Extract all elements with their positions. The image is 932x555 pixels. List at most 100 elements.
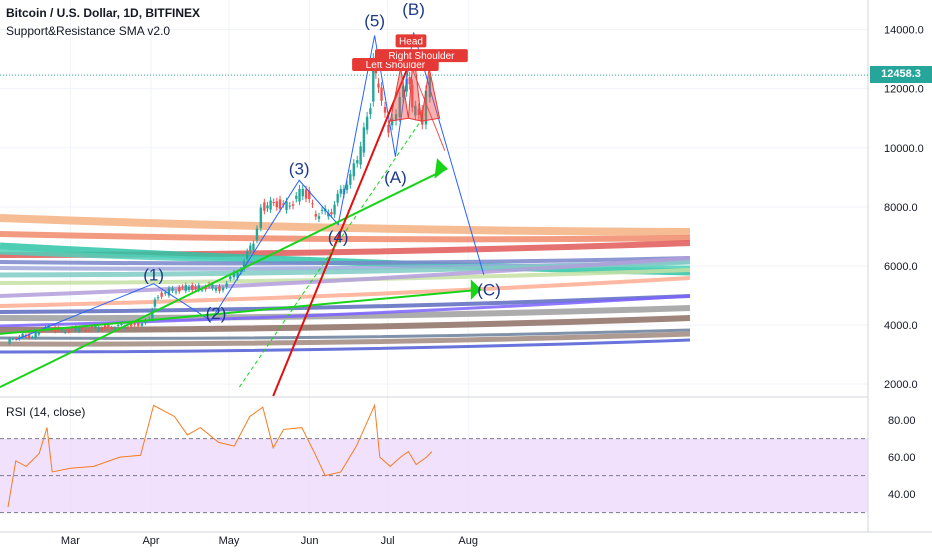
candle-body <box>330 212 333 215</box>
candle-body <box>249 245 252 252</box>
price-tick-label: 2000.0 <box>884 379 918 391</box>
candle-body <box>369 108 372 115</box>
green-arrowhead-lower <box>470 279 482 300</box>
time-tick-label: May <box>219 535 240 547</box>
candle-body <box>359 146 362 165</box>
candle-body <box>174 291 178 293</box>
candle-body <box>282 203 285 205</box>
head-shoulders-triangle <box>389 67 409 122</box>
candle-body <box>356 160 359 164</box>
candle-body <box>298 188 301 202</box>
candle-body <box>81 327 84 329</box>
price-tick-label: 10000.0 <box>884 143 924 155</box>
candle-body <box>156 297 160 299</box>
price-tick-label: 6000.0 <box>884 261 918 273</box>
price-tick-label: 14000.0 <box>884 25 924 37</box>
rsi-tick-label: 80.00 <box>888 415 916 427</box>
candle-body <box>372 58 375 102</box>
candle-body <box>64 331 67 333</box>
candle-body <box>387 125 390 133</box>
candle-body <box>275 201 279 208</box>
candle-body <box>218 286 221 292</box>
candle-body <box>327 212 330 217</box>
price-tick-label: 12000.0 <box>884 84 924 96</box>
wave-label: (3) <box>289 159 310 178</box>
candle-body <box>236 272 239 279</box>
red-trendline <box>272 52 415 397</box>
candle-body <box>87 330 91 332</box>
candle-body <box>211 284 214 289</box>
wave-label: (4) <box>328 227 349 246</box>
time-tick-label: Mar <box>61 535 80 547</box>
candle-body <box>178 287 181 292</box>
candle-body <box>74 327 77 331</box>
wave-label: (2) <box>206 304 227 323</box>
pattern-label: Left Shoulder <box>366 60 426 71</box>
candle-body <box>252 243 255 251</box>
candle-body <box>151 309 154 320</box>
candle-body <box>394 114 398 121</box>
candle-body <box>97 327 100 331</box>
candle-body <box>336 193 339 203</box>
candle-body <box>77 328 81 332</box>
candle-body <box>295 195 298 199</box>
candle-body <box>184 285 187 291</box>
candle-body <box>37 332 41 335</box>
candle-body <box>390 118 394 126</box>
sr-band <box>0 294 691 328</box>
candle-body <box>232 272 236 278</box>
candle-body <box>308 190 311 200</box>
time-tick-label: Jul <box>381 535 395 547</box>
candle-body <box>140 323 144 326</box>
candle-body <box>116 324 120 326</box>
projection-line <box>407 58 446 151</box>
candle-body <box>291 204 295 206</box>
pattern-label-box <box>375 49 468 63</box>
candle-body <box>214 287 218 291</box>
time-tick-label: Jun <box>301 535 319 547</box>
candle-body <box>345 184 349 190</box>
candle-body <box>225 283 228 287</box>
candle-body <box>34 332 37 339</box>
candle-body <box>197 285 200 291</box>
wave-label: (5) <box>364 12 385 31</box>
candle-body <box>405 78 408 92</box>
candle-body <box>402 85 405 98</box>
candle-body <box>167 288 171 296</box>
elliott-wave-path <box>15 32 485 341</box>
candle-body <box>263 202 266 211</box>
candle-body <box>229 276 232 279</box>
sr-band <box>0 256 691 298</box>
candle-body <box>21 333 24 338</box>
green-arrowhead-upper <box>434 158 448 179</box>
candle-body <box>362 127 366 153</box>
candle-body <box>333 204 336 215</box>
candle-body <box>349 174 352 185</box>
candle-body <box>67 329 70 332</box>
candle-body <box>171 288 174 291</box>
candle-body <box>100 328 104 330</box>
candle-body <box>285 201 288 211</box>
candle-body <box>164 292 167 294</box>
candle-body <box>204 286 207 290</box>
sr-band <box>0 305 691 322</box>
candle-body <box>84 330 87 332</box>
candle-body <box>411 84 414 108</box>
candle-body <box>94 325 97 328</box>
pattern-label: Head <box>399 36 423 47</box>
candle-body <box>103 325 107 329</box>
candle-body <box>181 286 184 288</box>
candle-body <box>200 289 204 291</box>
candle-body <box>320 209 324 211</box>
candle-body <box>120 324 123 326</box>
candle-body <box>153 299 157 307</box>
candle-body <box>301 188 304 197</box>
time-tick-label: Apr <box>142 535 159 547</box>
candle-body <box>314 213 317 217</box>
candle-body <box>255 228 259 241</box>
price-tick-label: 8000.0 <box>884 202 918 214</box>
time-tick-label: Aug <box>458 535 478 547</box>
candle-body <box>187 286 191 290</box>
sr-band <box>0 231 691 243</box>
